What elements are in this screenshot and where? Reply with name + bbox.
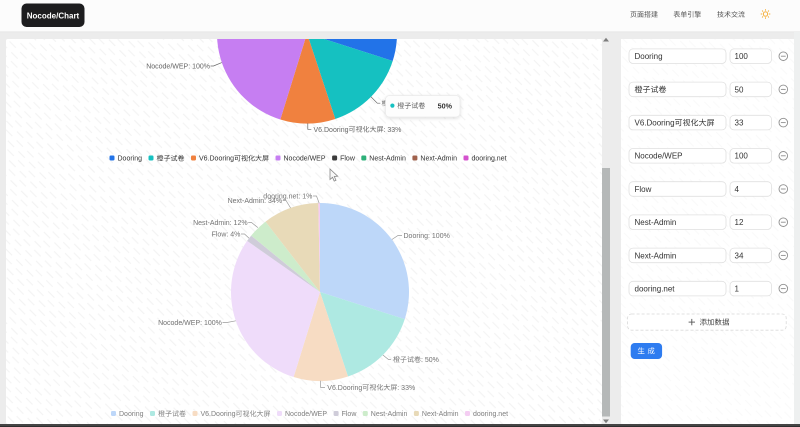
svg-text:Flow: 4%: Flow: 4% — [212, 232, 241, 239]
svg-text:Flow: Flow — [342, 411, 358, 418]
svg-text:Nocode/WEP: Nocode/WEP — [284, 156, 326, 163]
svg-text:4: 4 — [735, 185, 740, 194]
svg-text:Nocode/WEP: Nocode/WEP — [635, 152, 683, 161]
svg-text:Flow: Flow — [635, 185, 652, 194]
svg-text:dooring.net: dooring.net — [472, 156, 507, 163]
svg-text:Nest-Admin: Nest-Admin — [635, 218, 677, 227]
svg-text:Next-Admin: Next-Admin — [422, 411, 459, 418]
svg-text:100: 100 — [735, 52, 749, 61]
svg-text:dooring.net: dooring.net — [473, 411, 508, 418]
svg-text:: 33%: : 33% — [397, 385, 415, 392]
svg-text:12: 12 — [735, 218, 744, 227]
svg-text:Dooring: Dooring — [119, 411, 144, 418]
svg-text:34: 34 — [735, 251, 744, 260]
svg-text:V6.Dooring: V6.Dooring — [635, 119, 675, 128]
svg-text:V6.Dooring: V6.Dooring — [327, 385, 362, 392]
svg-text:dooring.net: dooring.net — [635, 285, 676, 294]
svg-text:V6.Dooring: V6.Dooring — [199, 156, 234, 163]
svg-text:Nest-Admin: Nest-Admin — [371, 411, 408, 418]
svg-text:Next-Admin: 34%: Next-Admin: 34% — [228, 198, 282, 205]
svg-text:V6.Dooring: V6.Dooring — [314, 127, 349, 134]
svg-text:Nocode/WEP: 100%: Nocode/WEP: 100% — [158, 320, 222, 327]
svg-text:Nest-Admin: 12%: Nest-Admin: 12% — [193, 220, 247, 227]
svg-text:dooring.net: 1%: dooring.net: 1% — [263, 194, 312, 201]
svg-text:: 33%: : 33% — [384, 127, 402, 134]
svg-text:Flow: Flow — [340, 156, 356, 163]
svg-text:Next-Admin: Next-Admin — [635, 251, 677, 260]
svg-text:Nocode/Chart: Nocode/Chart — [27, 11, 80, 20]
svg-text:Nest-Admin: Nest-Admin — [369, 156, 406, 163]
svg-text:33: 33 — [735, 119, 744, 128]
svg-text:Dooring: Dooring — [635, 52, 663, 61]
svg-text:Nocode/WEP: Nocode/WEP — [285, 411, 327, 418]
svg-text:Nocode/WEP: 100%: Nocode/WEP: 100% — [146, 63, 210, 70]
svg-text:Dooring: Dooring — [118, 156, 143, 163]
svg-text:Next-Admin: Next-Admin — [420, 156, 457, 163]
svg-text:1: 1 — [735, 285, 740, 294]
svg-text:V6.Dooring: V6.Dooring — [201, 411, 236, 418]
svg-text:Dooring: 100%: Dooring: 100% — [404, 233, 450, 240]
svg-text:50%: 50% — [438, 101, 453, 110]
svg-text:: 50%: : 50% — [421, 357, 439, 364]
svg-text:50: 50 — [735, 85, 744, 94]
svg-text:100: 100 — [735, 152, 749, 161]
